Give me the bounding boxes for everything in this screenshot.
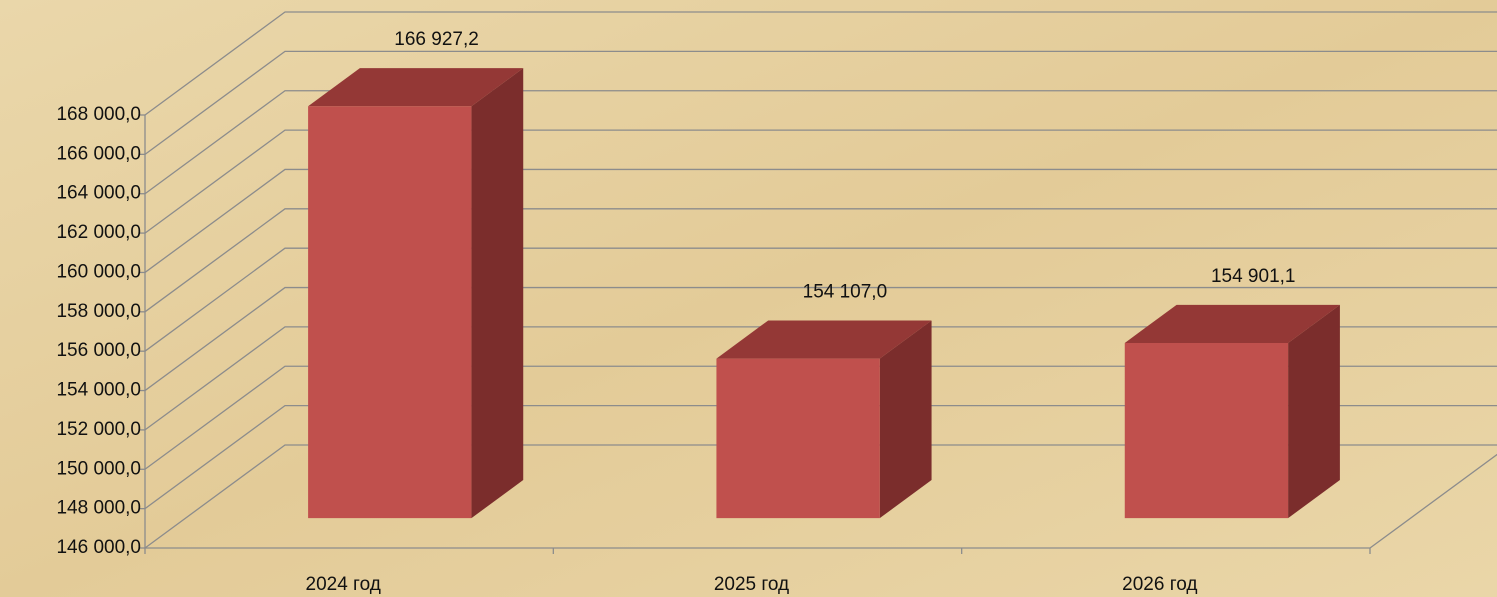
y-tick-label: 164 000,0 — [56, 183, 141, 204]
value-label: 154 901,1 — [1211, 266, 1296, 287]
bar-top — [308, 68, 524, 107]
bar-top — [1124, 304, 1340, 343]
x-tick-label: 2025 год — [714, 574, 789, 595]
axis — [144, 115, 1497, 549]
grid-line — [144, 404, 1497, 510]
y-tick-label: 168 000,0 — [56, 104, 141, 125]
bar-top — [716, 320, 932, 359]
grid-line — [144, 444, 1497, 549]
y-tick-label: 146 000,0 — [56, 537, 141, 558]
grid-line — [144, 326, 1497, 431]
grid-line — [144, 90, 1497, 195]
y-tick-label: 166 000,0 — [56, 143, 141, 164]
y-tick-label: 150 000,0 — [56, 458, 141, 479]
y-tick-label: 154 000,0 — [56, 380, 141, 401]
value-label: 166 927,2 — [394, 29, 479, 50]
grid-line — [144, 247, 1497, 352]
grid-line — [144, 208, 1497, 313]
y-tick-label: 156 000,0 — [56, 340, 141, 361]
y-tick-label: 148 000,0 — [56, 498, 141, 519]
y-tick-label: 158 000,0 — [56, 301, 141, 322]
grid-line — [144, 365, 1497, 470]
x-tick-label: 2024 год — [306, 574, 381, 595]
grid-line — [144, 11, 1497, 116]
x-tick-label: 2026 год — [1122, 574, 1197, 595]
grid-line — [144, 168, 1497, 273]
value-label: 154 107,0 — [803, 281, 888, 302]
bar — [1124, 342, 1289, 519]
y-tick-label: 162 000,0 — [56, 222, 141, 243]
grid-line — [144, 50, 1497, 155]
bar-side — [471, 68, 524, 519]
bar-side — [1288, 304, 1340, 519]
grid-line — [144, 286, 1497, 392]
bar-side — [879, 320, 932, 519]
y-tick-label: 152 000,0 — [56, 419, 141, 440]
grid-line — [144, 129, 1497, 234]
bar — [308, 106, 472, 519]
bar — [716, 358, 880, 519]
y-tick-label: 160 000,0 — [56, 261, 141, 282]
